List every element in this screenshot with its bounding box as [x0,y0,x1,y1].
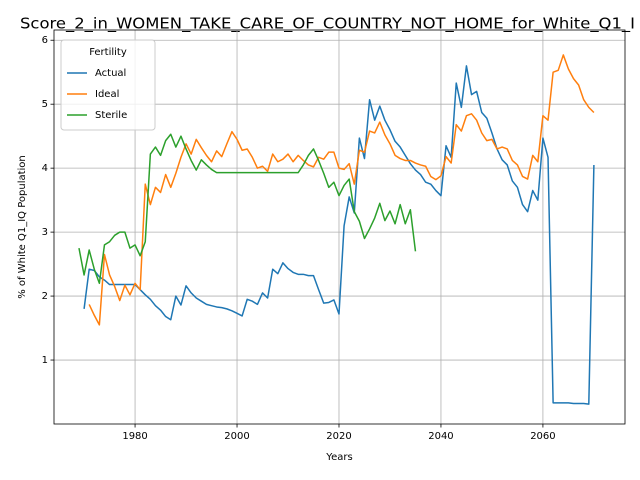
legend-label: Sterile [95,110,127,121]
y-tick-label: 5 [42,99,48,110]
plot-frame [53,29,626,425]
data-line [88,54,595,326]
y-tick-label: 6 [42,35,48,46]
data-line [83,65,595,405]
chart-title: Score_2_in_WOMEN_TAKE_CARE_OF_COUNTRY_NO… [20,15,635,34]
y-tick-label: 2 [42,291,48,302]
y-tick-label: 3 [42,227,48,238]
x-tick-label: 1980 [122,431,147,442]
y-tick-label: 4 [42,163,48,174]
y-tick-label: 1 [42,355,48,366]
y-axis-label: % of White Q1_IQ Population [17,155,28,299]
x-tick-label: 2040 [428,431,453,442]
legend-label: Ideal [95,89,119,100]
data-line [78,133,417,285]
legend-label: Actual [95,68,126,79]
x-tick-label: 2000 [224,431,249,442]
x-tick-label: 2060 [530,431,555,442]
legend-title: Fertility [89,47,127,58]
legend-box [60,39,156,131]
x-tick-label: 2020 [326,431,351,442]
x-axis-label: Years [325,452,352,463]
